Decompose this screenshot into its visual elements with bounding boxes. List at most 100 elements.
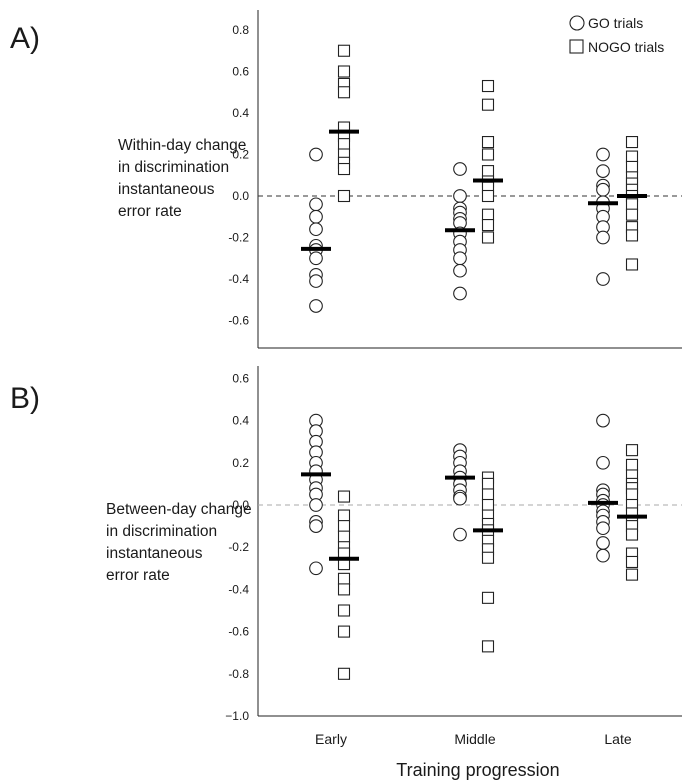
go-trial-point [309,197,323,212]
nogo-trial-point [337,162,351,176]
x-axis-label: Training progression [396,760,559,780]
panel-b-category-labels: Early Middle Late [315,731,632,747]
nogo-trial-point [625,208,639,221]
panel-a-letter: A) [10,22,40,55]
panel-a-ylabel-line: error rate [118,203,182,220]
nogo-trial-point [337,509,351,522]
legend: GO trials NOGO trials [569,15,664,55]
panel-b-marks [301,413,647,680]
nogo-trial-point [337,520,351,533]
nogo-trial-point [625,488,639,501]
nogo-trial-point [625,258,639,271]
nogo-trial-point [625,160,639,173]
panel-b-y-ticks: 0.6 0.4 0.2 0.0 -0.2 -0.4 -0.6 -0.8 −1.0 [225,371,249,723]
nogo-trial-point [481,98,495,111]
nogo-trial-point [337,625,351,638]
panel-b-ylabel-line: error rate [106,567,170,584]
nogo-trial-point [481,208,495,221]
y-tick-label: -0.2 [228,540,249,554]
go-trial-point [309,299,323,313]
y-tick-label: 0.8 [232,23,249,37]
y-tick-label: 0.0 [232,498,249,512]
panel-a-marks [301,44,647,313]
panel-a-y-ticks: 0.8 0.6 0.4 0.2 0.0 -0.2 -0.4 -0.6 [228,23,249,328]
panel-b-ylabel-line: Between-day change [106,501,252,518]
panel-b-ylabel: Between-day change in discrimination ins… [106,501,256,584]
go-trial-point [453,263,467,278]
y-tick-label: -0.4 [228,272,249,286]
nogo-trial-point [481,219,495,232]
nogo-trial-point [481,231,495,244]
x-category-label: Late [604,731,631,747]
nogo-trial-point [481,148,495,161]
go-trial-point [453,491,467,506]
panel-a: A) Within-day change in discrimination i… [10,10,682,349]
nogo-trial-point [481,477,495,490]
go-trial-point [596,536,610,550]
go-trial-point [309,498,323,512]
legend-go-label: GO trials [588,15,643,31]
panel-a-ylabel: Within-day change in discrimination inst… [118,137,251,220]
y-tick-label: 0.6 [232,371,249,385]
go-trial-point [309,147,323,162]
go-trial-point [453,527,467,542]
nogo-trial-point [481,488,495,501]
panel-b-ylabel-line: instantaneous [106,545,203,562]
go-trial-point [596,455,610,470]
y-tick-label: −1.0 [225,709,249,723]
nogo-trial-point [625,229,639,242]
go-trial-point [309,561,323,576]
panel-b-ylabel-line: in discrimination [106,523,217,540]
nogo-trial-point [337,667,351,680]
nogo-trial-point [625,568,639,581]
y-tick-label: -0.8 [228,667,249,681]
nogo-trial-point [625,150,639,163]
nogo-trial-point [337,86,351,99]
nogo-trial-point [337,572,351,585]
nogo-trial-point [481,498,495,512]
panel-b: B) Between-day change in discrimination … [10,366,682,780]
go-trial-point [596,147,610,162]
go-trial-point [309,222,323,237]
go-trial-point [596,182,610,197]
go-trial-point [596,230,610,245]
y-tick-label: -0.6 [228,314,249,328]
panel-b-letter: B) [10,382,40,415]
nogo-trial-point [337,604,351,617]
go-trial-point [596,413,610,428]
go-trial-point [453,286,467,301]
go-trial-point [453,189,467,203]
nogo-trial-point [337,65,351,78]
nogo-trial-point [481,165,495,178]
go-trial-point [309,251,323,266]
go-trial-point [309,209,323,224]
y-tick-label: -0.6 [228,625,249,639]
nogo-trial-point [625,458,639,471]
go-trial-point [309,519,323,533]
nogo-trial-point [337,490,351,503]
nogo-trial-point [625,198,639,211]
nogo-trial-point [337,583,351,596]
x-category-label: Early [315,731,347,747]
go-trial-point [596,164,610,178]
nogo-trial-point [337,138,351,151]
go-trial-point [453,251,467,266]
y-tick-label: 0.4 [232,106,249,120]
go-trial-point [596,521,610,536]
nogo-trial-point [625,136,639,149]
y-tick-label: 0.4 [232,414,249,428]
go-trial-point [309,274,323,288]
nogo-trial-point [481,79,495,93]
nogo-trial-point [625,444,639,457]
y-tick-label: -0.2 [228,231,249,245]
nogo-trial-point [481,136,495,149]
nogo-trial-point [337,530,351,543]
nogo-trial-point [481,640,495,653]
panel-a-ylabel-line: Within-day change [118,137,246,154]
nogo-trial-point [337,44,351,57]
nogo-trial-point [481,189,495,203]
nogo-trial-point [625,555,639,569]
legend-nogo-marker [569,39,584,54]
go-trial-point [596,272,610,286]
